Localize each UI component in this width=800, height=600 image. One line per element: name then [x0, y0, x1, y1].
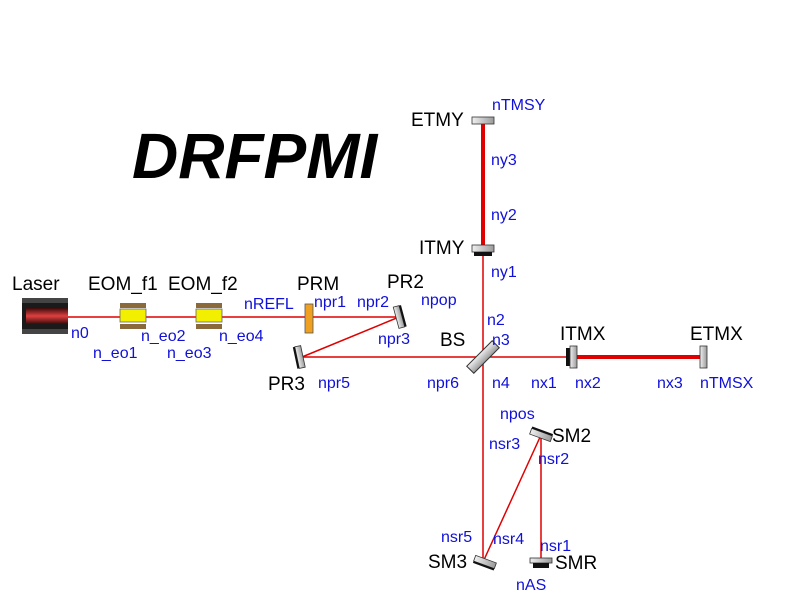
- sm3-mirror-icon: [472, 554, 497, 571]
- beam-pr2-pr3: [301, 316, 400, 358]
- component-labels: Laser EOM_f1 EOM_f2 PRM PR2 PR3 BS ITMX …: [12, 110, 743, 574]
- pr3-mirror-icon: [292, 345, 306, 369]
- sm2-mirror-icon: [529, 426, 554, 443]
- beam-sm3-sm2: [482, 434, 542, 563]
- eom-f2-icon: [195, 303, 223, 329]
- node-nsr5: nsr5: [441, 529, 472, 546]
- laser-source-icon: [22, 298, 68, 334]
- itmy-mirror-icon: [471, 244, 495, 256]
- label-itmx: ITMX: [560, 324, 606, 345]
- node-n0: n0: [71, 325, 89, 342]
- label-etmy: ETMY: [411, 110, 464, 131]
- node-nx2: nx2: [575, 375, 601, 392]
- node-n-eo3: n_eo3: [167, 345, 212, 362]
- node-nsr1: nsr1: [540, 538, 571, 555]
- node-n2: n2: [487, 312, 505, 329]
- label-bs: BS: [440, 330, 465, 351]
- label-eom-f2: EOM_f2: [168, 274, 238, 295]
- node-n4: n4: [492, 375, 510, 392]
- node-nx3: nx3: [657, 375, 683, 392]
- label-eom-f1: EOM_f1: [88, 274, 158, 295]
- diagram-title: DRFPMI: [132, 120, 379, 192]
- node-npos: npos: [500, 406, 535, 423]
- eom-f1-icon: [119, 303, 147, 329]
- node-nsr4: nsr4: [493, 531, 524, 548]
- smr-mirror-icon: [529, 557, 553, 568]
- node-n3: n3: [492, 332, 510, 349]
- node-nsr3: nsr3: [489, 436, 520, 453]
- node-npr5: npr5: [318, 375, 350, 392]
- label-pr3: PR3: [268, 374, 305, 395]
- prm-mirror-icon: [304, 303, 314, 334]
- node-npr1: npr1: [314, 294, 346, 311]
- node-n-eo2: n_eo2: [141, 328, 186, 345]
- etmx-mirror-icon: [699, 345, 708, 369]
- beamsplitter-icon: [466, 340, 500, 374]
- label-smr: SMR: [555, 553, 597, 574]
- label-sm2: SM2: [552, 426, 591, 447]
- node-labels: n0 n_eo1 n_eo2 n_eo3 n_eo4 nREFL npr1 np…: [71, 97, 754, 594]
- node-npop: npop: [421, 292, 457, 309]
- node-ny3: ny3: [491, 152, 517, 169]
- label-laser: Laser: [12, 274, 60, 295]
- node-n-eo4: n_eo4: [219, 328, 264, 345]
- node-ny1: ny1: [491, 264, 517, 281]
- node-nsr2: nsr2: [538, 451, 569, 468]
- label-sm3: SM3: [428, 552, 467, 573]
- label-itmy: ITMY: [419, 238, 465, 259]
- label-etmx: ETMX: [690, 324, 743, 345]
- node-nas: nAS: [516, 577, 546, 594]
- node-n-eo1: n_eo1: [93, 345, 138, 362]
- node-ny2: ny2: [491, 207, 517, 224]
- beam-paths: [68, 121, 702, 563]
- node-ntmsx: nTMSX: [700, 375, 754, 392]
- pr2-mirror-icon: [392, 305, 407, 329]
- node-npr2: npr2: [357, 294, 389, 311]
- node-npr6: npr6: [427, 375, 459, 392]
- node-nrefl: nREFL: [244, 296, 294, 313]
- etmy-mirror-icon: [471, 116, 495, 125]
- label-pr2: PR2: [387, 272, 424, 293]
- node-npr3: npr3: [378, 331, 410, 348]
- label-prm: PRM: [297, 274, 339, 295]
- node-nx1: nx1: [531, 375, 557, 392]
- node-ntmsy: nTMSY: [492, 97, 546, 114]
- itmx-mirror-icon: [566, 345, 578, 369]
